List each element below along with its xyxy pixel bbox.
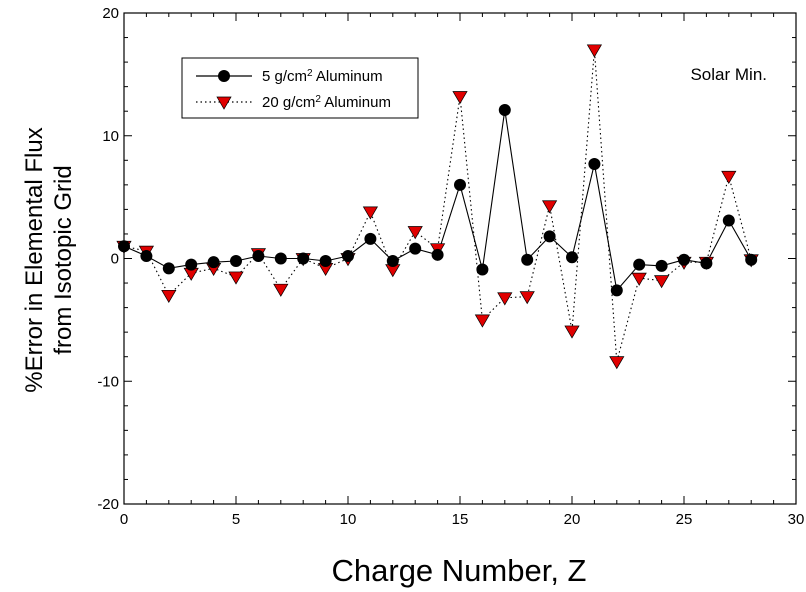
- series-2-point: [519, 291, 535, 305]
- legend-label-series-2-name: 20 g/cm: [262, 94, 315, 111]
- legend-label-series-2: 20 g/cm2 Aluminum: [262, 94, 391, 112]
- series-1-point: [655, 259, 668, 272]
- series-1-point: [185, 258, 198, 271]
- series-1-point: [588, 157, 601, 170]
- x-tick-label: 20: [564, 511, 581, 528]
- legend-marker-series-2: [216, 96, 232, 110]
- legend-label-series-1-suffix: Aluminum: [313, 68, 383, 85]
- series-1-point: [521, 253, 534, 266]
- x-tick-label: 15: [452, 511, 469, 528]
- series-1-point: [498, 103, 511, 116]
- series-2-point: [161, 289, 177, 304]
- series-1-point: [722, 214, 735, 227]
- legend-label-series-1-sup: 2: [307, 68, 313, 79]
- annotation-solar-min: Solar Min.: [690, 65, 767, 84]
- legend: 5 g/cm2 Aluminum 20 g/cm2 Aluminum: [181, 57, 419, 119]
- series-1-point: [386, 254, 399, 267]
- series-2-point: [474, 314, 491, 328]
- x-tick-label: 30: [788, 511, 805, 528]
- series-2-point: [721, 170, 737, 184]
- y-tick-label: 10: [102, 128, 119, 145]
- series-1-point: [454, 178, 466, 191]
- series-1-point: [162, 262, 175, 275]
- x-tick-label: 0: [120, 511, 128, 528]
- series-1-point: [207, 256, 220, 269]
- series-1-point: [678, 253, 690, 266]
- axis-ticks: [123, 12, 797, 505]
- series-2-point: [541, 200, 558, 214]
- series-1-point: [230, 254, 242, 267]
- y-tick-label: 0: [111, 251, 119, 268]
- series-2-point: [653, 275, 670, 289]
- x-tick-label: 5: [232, 511, 240, 528]
- series-2-point: [631, 272, 647, 286]
- legend-label-series-1: 5 g/cm2 Aluminum: [262, 68, 383, 86]
- legend-marker-series-1: [218, 70, 230, 82]
- series-2-point: [497, 292, 513, 306]
- series-1-point: [342, 250, 354, 263]
- series-2-point: [273, 283, 289, 297]
- series-1-point: [118, 240, 130, 253]
- series-1-point: [566, 251, 578, 264]
- series-1-point: [274, 252, 287, 265]
- series-1-point: [409, 242, 422, 255]
- legend-label-series-2-sup: 2: [315, 94, 321, 105]
- legend-label-series-2-suffix: Aluminum: [321, 94, 391, 111]
- x-tick-label: 10: [340, 511, 357, 528]
- legend-label-series-1-name: 5 g/cm: [262, 68, 307, 85]
- series-1-point: [633, 258, 646, 271]
- series-layer: [116, 44, 759, 370]
- legend-box: [181, 57, 419, 119]
- series-1-point: [610, 284, 623, 297]
- y-axis-title-line2: from Isotopic Grid: [50, 165, 77, 354]
- series-1-point: [297, 252, 310, 265]
- series-1-point: [319, 254, 332, 267]
- series-1-point: [364, 232, 377, 245]
- y-axis-title-line1: %Error in Elemental Flux: [21, 127, 48, 392]
- series-2-point: [609, 356, 625, 370]
- series-2-point: [362, 206, 379, 220]
- series-2-point: [228, 271, 244, 285]
- series-2-point: [564, 325, 580, 339]
- series-1-point: [476, 263, 489, 276]
- series-1-point: [745, 253, 758, 266]
- series-1-point: [252, 250, 265, 263]
- x-axis-title: Charge Number, Z: [332, 553, 587, 588]
- y-tick-label: 20: [102, 5, 119, 22]
- series-2-point: [407, 226, 423, 240]
- series-2-point: [586, 44, 603, 58]
- y-tick-label: -20: [97, 496, 119, 513]
- series-2-point: [452, 91, 468, 105]
- series-1-point: [431, 248, 444, 261]
- y-tick-label: -10: [97, 373, 119, 390]
- x-tick-label: 25: [676, 511, 693, 528]
- axis-tick-labels: 0 5 10 15 20 25 30 -20 -10 0 10 20: [97, 5, 804, 528]
- series-1-point: [140, 250, 153, 263]
- series-1-point: [543, 230, 556, 243]
- series-1-point: [700, 257, 713, 270]
